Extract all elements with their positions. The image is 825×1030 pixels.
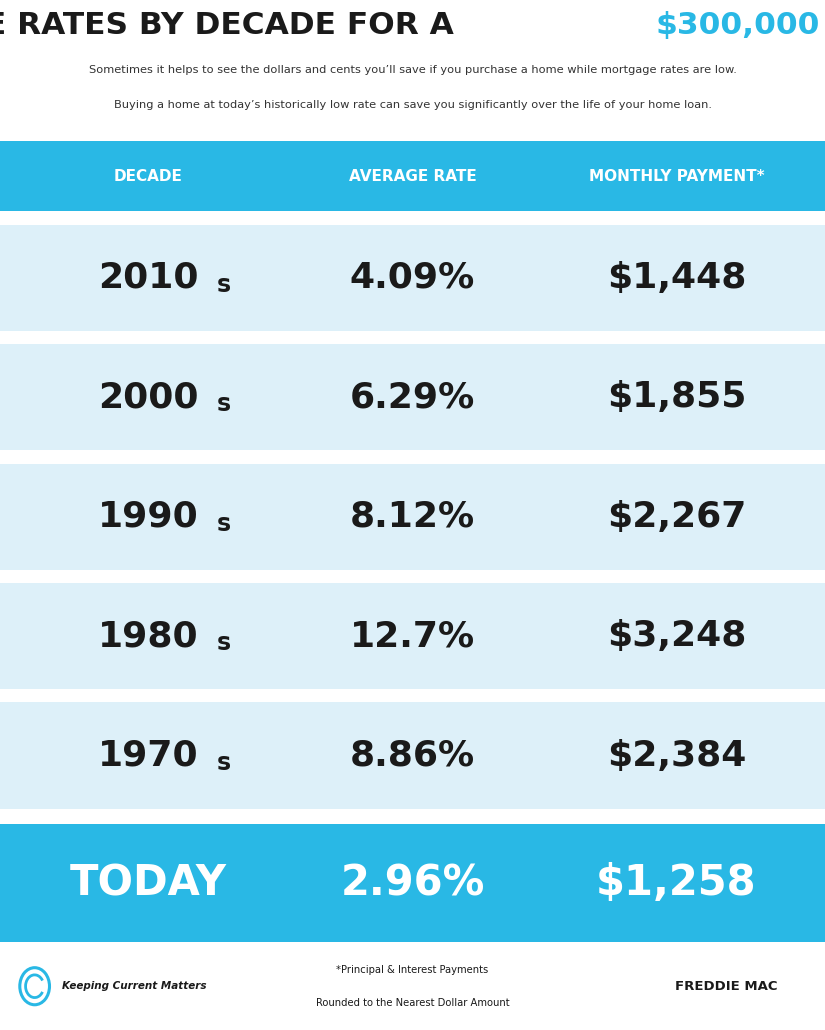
Text: 2010: 2010 [98, 261, 199, 295]
Text: $1,448: $1,448 [607, 261, 746, 295]
Text: 2000: 2000 [98, 380, 199, 414]
Text: $2,384: $2,384 [607, 739, 746, 772]
Text: Rounded to the Nearest Dollar Amount: Rounded to the Nearest Dollar Amount [316, 998, 509, 1007]
Text: 1990: 1990 [98, 500, 199, 534]
Text: MONTHLY PAYMENT*: MONTHLY PAYMENT* [589, 169, 764, 183]
Text: $300,000: $300,000 [655, 11, 819, 40]
Text: s: s [217, 273, 231, 297]
Text: Sometimes it helps to see the dollars and cents you’ll save if you purchase a ho: Sometimes it helps to see the dollars an… [88, 65, 737, 75]
Text: *Principal & Interest Payments: *Principal & Interest Payments [337, 965, 488, 974]
Text: MORTGAGE RATES BY DECADE FOR A: MORTGAGE RATES BY DECADE FOR A [0, 11, 464, 40]
Text: $1,258: $1,258 [596, 862, 757, 904]
Text: $2,267: $2,267 [607, 500, 746, 534]
Text: Buying a home at today’s historically low rate can save you significantly over t: Buying a home at today’s historically lo… [114, 100, 711, 110]
Text: 8.86%: 8.86% [350, 739, 475, 772]
Text: $1,855: $1,855 [607, 380, 746, 414]
Text: s: s [217, 392, 231, 416]
Text: s: s [217, 631, 231, 655]
Text: DECADE: DECADE [114, 169, 183, 183]
Text: 6.29%: 6.29% [350, 380, 475, 414]
Text: 8.12%: 8.12% [350, 500, 475, 534]
Text: s: s [217, 512, 231, 536]
Text: $3,248: $3,248 [607, 619, 746, 653]
Text: AVERAGE RATE: AVERAGE RATE [349, 169, 476, 183]
Text: 2.96%: 2.96% [340, 862, 485, 904]
Text: 1970: 1970 [98, 739, 199, 772]
Text: Keeping Current Matters: Keeping Current Matters [62, 982, 206, 991]
Text: s: s [217, 751, 231, 775]
Text: TODAY: TODAY [70, 862, 227, 904]
Text: 4.09%: 4.09% [350, 261, 475, 295]
Text: FREDDIE MAC: FREDDIE MAC [675, 980, 777, 993]
Text: 12.7%: 12.7% [350, 619, 475, 653]
Text: 1980: 1980 [98, 619, 199, 653]
